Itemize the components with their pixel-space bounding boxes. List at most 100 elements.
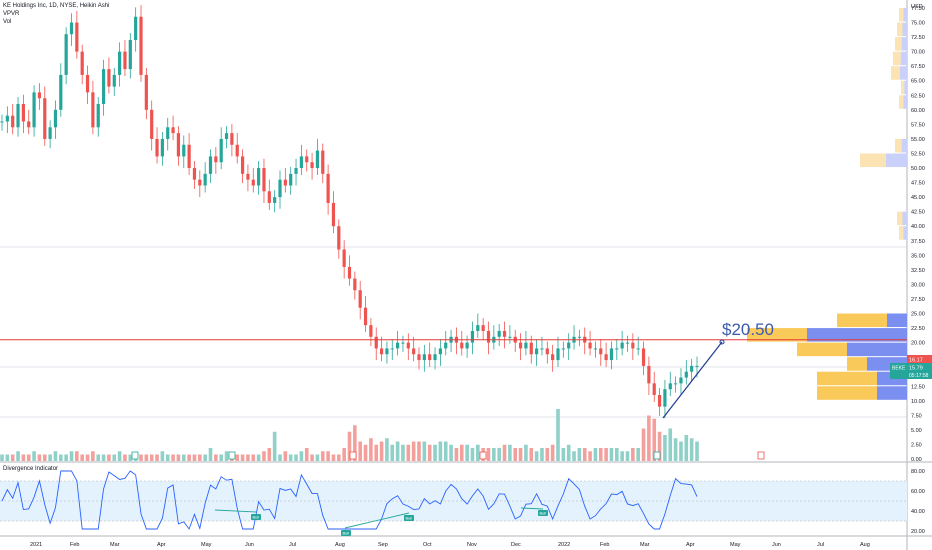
candle-body (540, 348, 544, 350)
candle-body (283, 179, 287, 186)
vp-bar-buy (847, 342, 907, 357)
volume-bar (550, 444, 555, 461)
volume-bar (251, 454, 256, 461)
chart-title: KE Holdings Inc, 1D, NYSE, Heikin Ashi (3, 3, 110, 9)
volume-bar (486, 448, 491, 461)
candle-body (101, 69, 106, 105)
volume-bar (529, 448, 534, 461)
vp-bar-sell (817, 371, 877, 386)
volume-bar (117, 451, 122, 461)
vp-bar-sell (899, 8, 904, 22)
vp-bar-buy (900, 51, 907, 66)
candle-body (273, 197, 277, 203)
time-tick-label: Mar (640, 542, 650, 548)
vp-bar-buy (901, 37, 907, 51)
time-tick-label: 2022 (558, 542, 570, 548)
volume-bar (256, 454, 261, 461)
volume-bar (695, 441, 699, 461)
volume-bar (636, 448, 640, 461)
volume-bar (21, 454, 26, 461)
candle-body (476, 325, 480, 331)
volume-bar (390, 444, 395, 461)
price-tick-label: 25.00 (911, 312, 925, 318)
candle-body (460, 342, 464, 349)
volume-bar (561, 448, 566, 461)
candle-body (631, 342, 635, 349)
vp-bar-buy (903, 8, 907, 22)
volume-bar (224, 451, 229, 461)
candle-body (27, 121, 31, 128)
divergence-oscillator[interactable]: Bull Bull Bull Bull (0, 470, 907, 536)
volume-bar (385, 438, 389, 461)
volume-bar (42, 454, 47, 461)
price-axis[interactable]: 77.50 75.00 72.50 70.00 67.50 65.00 62.50 60.00… (911, 6, 925, 463)
volume-bar (165, 454, 170, 461)
candle-body (160, 138, 164, 157)
time-tick-label: 2021 (30, 542, 42, 548)
trend-line[interactable] (662, 341, 723, 419)
volume-bar (443, 441, 448, 461)
candle-body (374, 336, 378, 349)
price-tick-label: 32.50 (911, 268, 925, 274)
volume-bar (620, 451, 624, 461)
candle-body (112, 74, 116, 87)
volume-bar (663, 435, 667, 461)
volume-bar (668, 428, 673, 461)
candle-body (412, 348, 416, 355)
candle-body (657, 394, 662, 407)
price-tick-label: 12.50 (911, 384, 925, 390)
vp-bar-sell (817, 386, 877, 400)
volume-bar (374, 444, 379, 461)
volume-bar (235, 454, 240, 461)
time-tick-label: Jul (817, 542, 824, 548)
vp-bar-sell (897, 22, 903, 37)
event-markers (131, 451, 765, 460)
trend-line-handle[interactable] (719, 339, 725, 345)
candle-body (278, 179, 282, 198)
price-tick-label: 20.00 (911, 341, 925, 347)
target-annotation[interactable]: $20.50 (722, 320, 774, 339)
volume-profile (747, 8, 907, 400)
oscillator-title: Divergence Indicator (3, 466, 58, 472)
vp-bar-buy (903, 95, 907, 109)
divergence-line (214, 509, 257, 513)
volume-bar (53, 451, 58, 461)
volume-bar (181, 454, 186, 461)
volume-bar (304, 448, 309, 461)
candle-body (310, 162, 314, 169)
bull-label (404, 515, 414, 521)
candle-body (396, 342, 400, 349)
candle-body (21, 104, 25, 122)
vp-bar-sell (797, 342, 847, 357)
time-tick-label: May (730, 542, 741, 548)
candle-body (208, 156, 213, 174)
volume-bar (203, 454, 207, 461)
vp-bar-sell (899, 95, 904, 109)
vp-bar-sell (847, 357, 867, 371)
candle-body (85, 74, 90, 93)
candle-body (620, 342, 624, 349)
volume-bar (123, 454, 127, 461)
time-axis[interactable]: 2021 Feb Mar Apr May Jun Jul Aug Sep Oct Nov Dec 202… (30, 542, 870, 548)
volume-bar (0, 454, 4, 461)
candle-body (230, 133, 234, 145)
volume-bar (518, 448, 523, 461)
vpvr-label[interactable]: VPVR (3, 11, 20, 17)
time-tick-label: Oct (423, 542, 432, 548)
candle-body (647, 365, 651, 384)
volume-bar (101, 454, 106, 461)
candle-body (118, 51, 122, 75)
candle-body (625, 342, 630, 344)
candle-body (224, 133, 229, 139)
candle-body (690, 365, 694, 372)
vol-label[interactable]: Vol (3, 19, 12, 25)
volume-bar (5, 454, 10, 461)
candle-body (11, 115, 15, 128)
volume-bar (625, 451, 630, 461)
volume-bar (208, 448, 213, 461)
volume-bar (69, 451, 74, 461)
candle-body (497, 330, 501, 337)
price-tick-label: 37.50 (911, 239, 925, 245)
volume-bar (59, 454, 63, 461)
